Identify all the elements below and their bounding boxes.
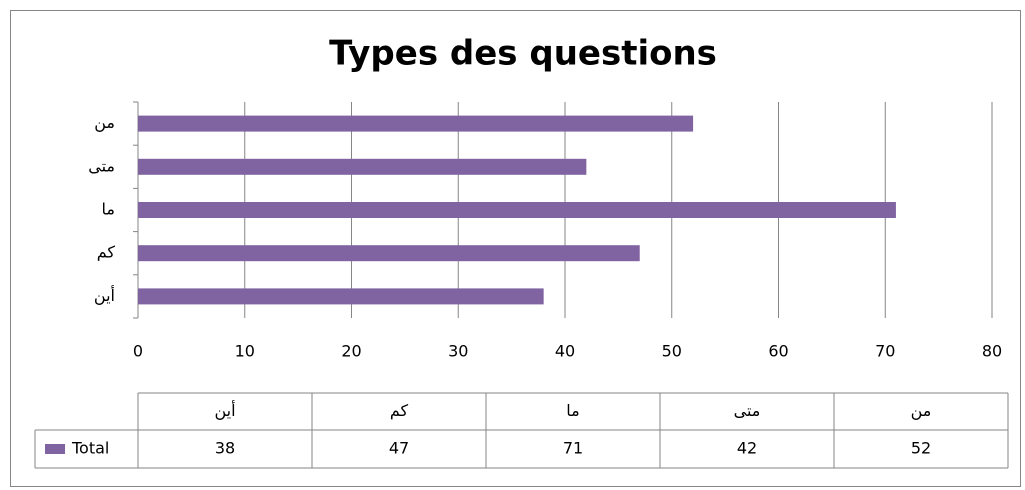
table-value: 47	[389, 439, 409, 458]
chart-title: Types des questions	[329, 34, 717, 74]
x-tick-label: 50	[662, 342, 682, 361]
y-tick-label: من	[94, 113, 115, 133]
bar	[138, 158, 587, 175]
y-tick-label: متى	[88, 156, 115, 175]
table-value: 42	[737, 439, 757, 458]
x-tick-label: 40	[555, 342, 575, 361]
x-tick-label: 80	[982, 342, 1002, 361]
x-tick-label: 60	[768, 342, 788, 361]
x-tick-label: 70	[875, 342, 895, 361]
table-header: ما	[566, 401, 579, 420]
bar	[138, 288, 544, 305]
y-tick-label: كم	[97, 243, 116, 262]
table-header: أين	[214, 400, 235, 421]
y-tick-label: ما	[102, 200, 115, 219]
bar	[138, 202, 896, 218]
table-header: كم	[390, 401, 409, 420]
table-value: 52	[911, 439, 931, 458]
x-tick-label: 0	[133, 342, 143, 361]
table-header: متى	[734, 401, 761, 420]
bar	[138, 245, 640, 262]
table-header: من	[911, 401, 932, 421]
legend-label: Total	[71, 439, 109, 458]
bar	[138, 115, 694, 132]
x-tick-label: 10	[235, 342, 255, 361]
y-tick-label: أين	[94, 285, 115, 306]
table-value: 71	[563, 439, 583, 458]
table-value: 38	[215, 439, 235, 458]
legend-swatch	[45, 444, 65, 454]
x-tick-label: 20	[341, 342, 361, 361]
x-tick-label: 30	[448, 342, 468, 361]
